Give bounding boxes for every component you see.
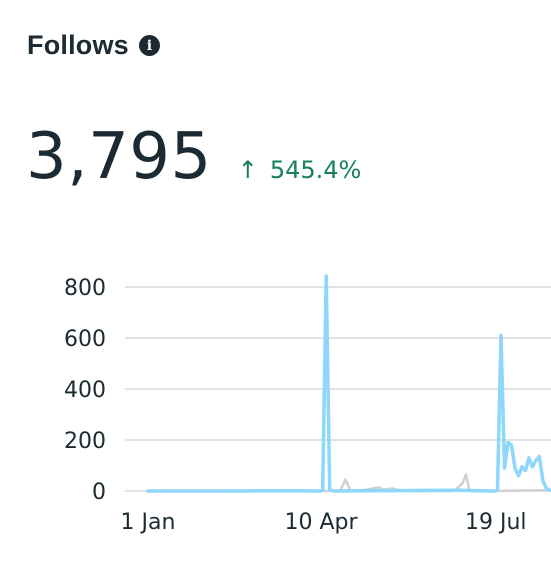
x-tick-label: 19 Jul: [465, 510, 527, 535]
percent-change-value: 545.4%: [269, 156, 362, 184]
y-tick-label: 800: [64, 276, 106, 301]
card-title: Follows: [27, 30, 129, 60]
info-icon[interactable]: i: [138, 35, 160, 56]
follows-line-chart: 0 200 400 600 800 1 Jan 10 Apr 19 Jul: [64, 274, 551, 535]
x-tick-label: 10 Apr: [284, 510, 358, 535]
y-tick-label: 600: [64, 327, 106, 352]
current-series-line: [146, 274, 551, 493]
y-axis: 0 200 400 600 800: [64, 276, 106, 505]
arrow-up-icon: ↑: [237, 156, 258, 184]
y-tick-label: 400: [64, 378, 106, 403]
card-header: Follows i: [27, 30, 160, 61]
percent-change: ↑ 545.4%: [238, 156, 362, 184]
y-tick-label: 200: [64, 429, 106, 454]
follows-total: 3,795: [26, 120, 212, 194]
metric-summary: 3,795 ↑ 545.4%: [26, 120, 361, 194]
x-axis: 1 Jan 10 Apr 19 Jul: [121, 510, 527, 535]
x-tick-label: 1 Jan: [121, 510, 176, 535]
chart-series: [146, 274, 551, 493]
comparison-series-line: [146, 473, 551, 493]
y-tick-label: 0: [92, 480, 106, 505]
chart-grid: [125, 286, 551, 492]
